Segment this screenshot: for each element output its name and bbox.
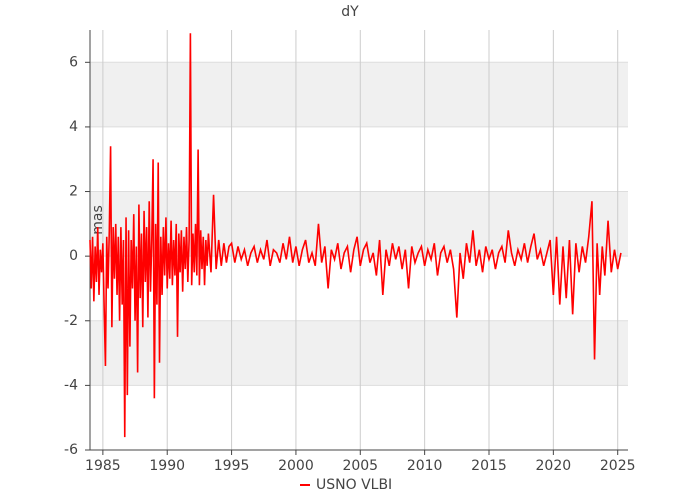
x-tick-label: 2025 — [600, 458, 636, 474]
x-tick-label: 1985 — [85, 458, 121, 474]
x-tick-label: 2010 — [407, 458, 443, 474]
y-tick-label: 2 — [69, 184, 78, 200]
x-tick-label: 2000 — [278, 458, 314, 474]
x-tick-label: 1995 — [214, 458, 250, 474]
y-tick-label: -2 — [64, 313, 78, 329]
x-tick-label: 2015 — [471, 458, 507, 474]
chart-title: dY — [341, 4, 359, 20]
y-tick-label: -4 — [64, 377, 78, 393]
grid-band — [90, 62, 628, 127]
y-tick-label: 0 — [69, 248, 78, 264]
data-line — [89, 33, 622, 438]
x-tick-label: 2020 — [536, 458, 572, 474]
x-tick-label: 2005 — [342, 458, 378, 474]
legend-label: USNO VLBI — [316, 477, 392, 493]
y-axis-label: mas — [90, 205, 106, 235]
y-tick-label: 4 — [69, 119, 78, 135]
x-tick-label: 1990 — [149, 458, 185, 474]
y-tick-label: -6 — [64, 442, 78, 458]
grid-band — [90, 320, 628, 386]
y-tick-label: 6 — [69, 54, 78, 70]
